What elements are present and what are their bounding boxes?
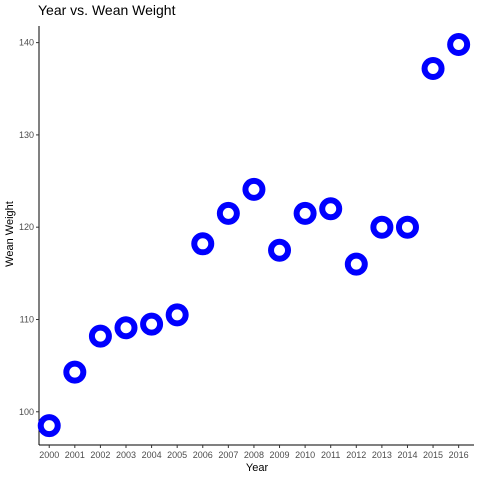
- x-tick-label: 2000: [39, 450, 59, 460]
- data-point: [293, 201, 317, 225]
- y-tick-label: 120: [19, 222, 34, 232]
- data-point: [421, 56, 445, 80]
- data-point: [191, 232, 215, 256]
- data-point: [370, 215, 394, 239]
- data-point: [140, 312, 164, 336]
- y-axis-title: Wean Weight: [4, 201, 16, 267]
- x-tick-label: 2015: [423, 450, 443, 460]
- x-tick-label: 2008: [244, 450, 264, 460]
- y-tick-label: 100: [19, 407, 34, 417]
- data-point: [447, 32, 471, 56]
- x-tick-label: 2014: [397, 450, 417, 460]
- x-tick-label: 2002: [90, 450, 110, 460]
- x-tick-label: 2005: [167, 450, 187, 460]
- y-tick-label: 140: [19, 38, 34, 48]
- data-points: [37, 32, 471, 438]
- data-point: [344, 252, 368, 276]
- data-point: [37, 414, 61, 438]
- chart-title: Year vs. Wean Weight: [38, 2, 176, 18]
- x-tick-label: 2007: [218, 450, 238, 460]
- x-tick-label: 2001: [65, 450, 85, 460]
- data-point: [63, 360, 87, 384]
- x-tick-label: 2016: [449, 450, 469, 460]
- data-point: [216, 201, 240, 225]
- data-point: [114, 316, 138, 340]
- x-tick-label: 2003: [116, 450, 136, 460]
- data-point: [268, 238, 292, 262]
- x-tick-label: 2009: [270, 450, 290, 460]
- x-tick-label: 2012: [346, 450, 366, 460]
- data-point: [165, 303, 189, 327]
- x-tick-label: 2013: [372, 450, 392, 460]
- data-point: [395, 215, 419, 239]
- data-point: [242, 177, 266, 201]
- x-tick-label: 2011: [321, 450, 340, 460]
- x-tick-label: 2004: [142, 450, 162, 460]
- data-point: [88, 324, 112, 348]
- x-tick-label: 2010: [295, 450, 315, 460]
- x-axis-title: Year: [246, 462, 269, 474]
- y-tick-label: 110: [20, 314, 34, 324]
- x-tick-label: 2006: [193, 450, 213, 460]
- y-tick-label: 130: [19, 130, 34, 140]
- axis-ticks: 100 110 120 130 140 2000 2001 2002 2003 2004 2005 2…: [19, 38, 469, 460]
- data-point: [319, 197, 343, 221]
